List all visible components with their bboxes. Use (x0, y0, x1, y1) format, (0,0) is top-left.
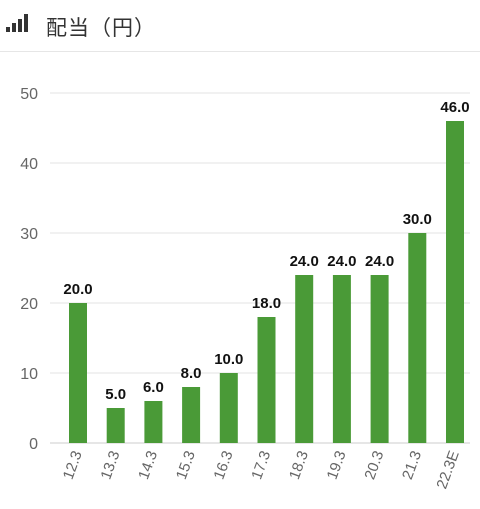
data-label: 24.0 (290, 253, 319, 270)
chart-header: 配当（円） (0, 0, 480, 52)
data-label: 46.0 (440, 99, 469, 116)
x-tick-label: 17.3 (248, 449, 274, 482)
x-tick-label: 20.3 (361, 449, 387, 482)
bar-22.3E (446, 121, 464, 443)
bar-18.3 (295, 275, 314, 443)
data-label: 6.0 (143, 379, 164, 396)
y-tick-label: 40 (20, 156, 38, 173)
y-tick-label: 10 (20, 366, 38, 383)
bar-21.3 (408, 233, 427, 443)
bar-13.3 (106, 408, 125, 443)
x-tick-label: 19.3 (324, 449, 350, 482)
bar-16.3 (219, 373, 238, 443)
data-label: 8.0 (181, 365, 202, 382)
chart-svg: 0 10 20 30 40 50 20.0 12.3 5.0 13.3 6.0 14.3 8.0 15.3… (20, 86, 470, 492)
data-label: 5.0 (105, 386, 126, 403)
bar-chart-icon (6, 14, 28, 32)
x-tick-label: 18.3 (286, 449, 312, 482)
bar-17.3 (257, 317, 276, 443)
chart-title: 配当（円） (46, 16, 156, 40)
x-tick-label: 14.3 (135, 449, 161, 482)
y-tick-label: 50 (20, 86, 38, 103)
bar-20.3 (370, 275, 389, 443)
data-label: 20.0 (63, 281, 92, 298)
y-tick-label: 30 (20, 226, 38, 243)
dividend-bar-chart: 0 10 20 30 40 50 20.0 12.3 5.0 13.3 6.0 14.3 8.0 15.3… (0, 52, 480, 504)
y-tick-label: 20 (20, 296, 38, 313)
x-tick-label: 12.3 (60, 449, 86, 482)
bar-14.3 (144, 401, 163, 443)
data-label: 24.0 (327, 253, 356, 270)
x-tick-label: 22.3E (433, 449, 462, 492)
data-label: 10.0 (214, 351, 243, 368)
bar-12.3 (69, 303, 87, 443)
x-tick-label: 13.3 (97, 449, 123, 482)
x-tick-label: 15.3 (173, 449, 199, 482)
data-label: 18.0 (252, 295, 281, 312)
x-tick-label: 16.3 (211, 449, 237, 482)
y-tick-label: 0 (29, 436, 38, 453)
bar-15.3 (182, 387, 201, 443)
bar-19.3 (332, 275, 351, 443)
data-label: 24.0 (365, 253, 394, 270)
x-tick-label: 21.3 (399, 449, 425, 482)
data-label: 30.0 (403, 211, 432, 228)
